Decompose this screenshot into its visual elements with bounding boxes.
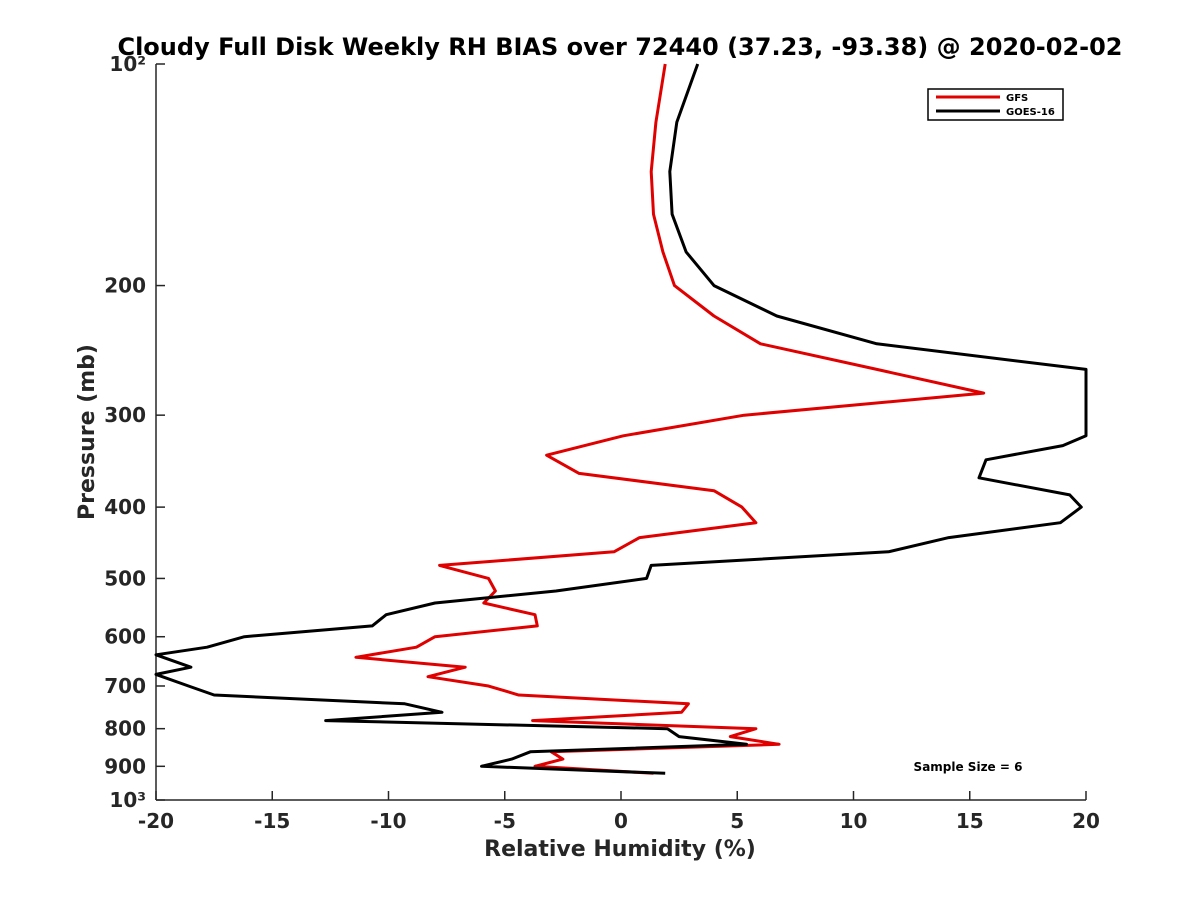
- plot-area: -20 -15 -10 -5 0 5 10 15 20 10² 200 300 400 500 600 70…: [104, 52, 1100, 833]
- x-tick-label: 5: [730, 809, 744, 833]
- y-axis-label: Pressure (mb): [75, 344, 100, 520]
- y-tick-label: 500: [104, 566, 146, 590]
- y-ticks: 10² 200 300 400 500 600 700 800 900 10³: [104, 52, 165, 812]
- y-tick-label: 300: [104, 403, 146, 427]
- x-axis-label: Relative Humidity (%): [484, 837, 756, 862]
- x-tick-label: -10: [370, 809, 406, 833]
- chart-title: Cloudy Full Disk Weekly RH BIAS over 724…: [117, 33, 1122, 61]
- legend-label-gfs: GFS: [1006, 93, 1028, 104]
- x-tick-label: -15: [254, 809, 290, 833]
- y-tick-label: 200: [104, 274, 146, 298]
- y-tick-label: 900: [104, 754, 146, 778]
- x-tick-label: 20: [1072, 809, 1100, 833]
- series-line-goes-16: [154, 63, 1088, 775]
- legend: GFS GOES-16: [927, 88, 1064, 121]
- series-lines: [154, 63, 1088, 775]
- y-tick-label: 400: [104, 495, 146, 519]
- x-tick-label: -5: [494, 809, 516, 833]
- y-tick-label: 700: [104, 674, 146, 698]
- x-tick-label: 15: [956, 809, 984, 833]
- x-tick-label: 10: [840, 809, 868, 833]
- x-ticks: -20 -15 -10 -5 0 5 10 15 20: [138, 791, 1100, 833]
- x-tick-label: 0: [614, 809, 628, 833]
- y-tick-label: 800: [104, 717, 146, 741]
- y-tick-label: 600: [104, 625, 146, 649]
- series-line-gfs: [354, 63, 986, 775]
- legend-box: [927, 88, 1064, 121]
- y-tick-label: 10³: [109, 788, 146, 812]
- x-tick-label: -20: [138, 809, 174, 833]
- y-tick-label: 10²: [109, 52, 146, 76]
- legend-label-goes16: GOES-16: [1006, 107, 1055, 118]
- sample-size-annotation: Sample Size = 6: [914, 760, 1023, 774]
